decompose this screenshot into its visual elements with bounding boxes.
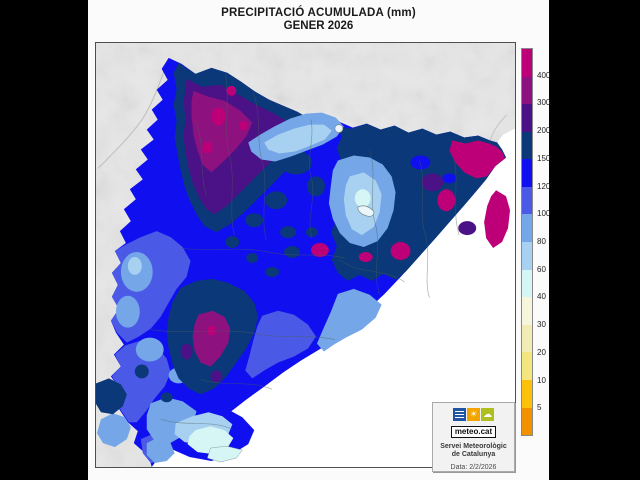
legend-tick-label: 100 bbox=[537, 209, 551, 219]
legend-labels: 400 300 200 150 120 100 80 60 40 30 20 10 5 bbox=[537, 48, 567, 436]
legend-tick-label: 20 bbox=[537, 347, 546, 357]
legend-tick-label: 40 bbox=[537, 292, 546, 302]
map-canvas bbox=[96, 43, 515, 467]
map-date: Data: 2/2/2026 bbox=[450, 464, 497, 471]
legend-tick-label: 150 bbox=[537, 153, 551, 163]
legend-cell bbox=[522, 49, 532, 77]
legend-tick-label: 5 bbox=[537, 403, 542, 413]
sun-icon: ☀ bbox=[467, 408, 480, 421]
legend-cell bbox=[522, 76, 532, 105]
title-line1: PRECIPITACIÓ ACUMULADA (mm) bbox=[221, 7, 416, 19]
legend-cell bbox=[522, 324, 532, 353]
reservoir bbox=[357, 205, 375, 217]
lake bbox=[334, 124, 344, 133]
legend-cell bbox=[522, 352, 532, 380]
sea bbox=[151, 128, 515, 467]
page: PRECIPITACIÓ ACUMULADA (mm) GENER 2026 bbox=[88, 0, 550, 480]
legend-tick-label: 60 bbox=[537, 264, 546, 274]
meteocat-logo: ☀ ☁ bbox=[433, 408, 514, 421]
organization-name: Servei Meteorològic de Catalunya bbox=[433, 443, 514, 459]
legend-cell bbox=[522, 379, 532, 408]
admin-borders bbox=[150, 73, 460, 430]
legend-cell bbox=[522, 297, 532, 325]
menu-bars-icon bbox=[453, 408, 466, 421]
legend-cell bbox=[522, 269, 532, 298]
precipitation-map bbox=[95, 42, 516, 468]
meteocat-logo-text: meteo.cat bbox=[450, 426, 497, 438]
legend-tick-label: 400 bbox=[537, 70, 551, 80]
title-line2: GENER 2026 bbox=[283, 20, 354, 32]
legend-tick-label: 30 bbox=[537, 320, 546, 330]
legend-tick-label: 300 bbox=[537, 98, 551, 108]
legend-cell bbox=[522, 242, 532, 270]
legend-cell bbox=[522, 131, 532, 160]
org-line1: Servei Meteorològic bbox=[440, 443, 507, 450]
legend-tick-label: 200 bbox=[537, 126, 551, 136]
legend-cell bbox=[522, 214, 532, 243]
branding-box: ☀ ☁ meteo.cat Servei Meteorològic de Cata… bbox=[432, 402, 515, 472]
legend-cell bbox=[522, 104, 532, 132]
org-line2: de Catalunya bbox=[451, 451, 496, 458]
legend-cell bbox=[522, 159, 532, 187]
legend-tick-label: 10 bbox=[537, 375, 546, 385]
legend-tick-label: 80 bbox=[537, 237, 546, 246]
legend-cell bbox=[522, 407, 532, 436]
legend-cell bbox=[522, 186, 532, 215]
cloud-icon: ☁ bbox=[481, 408, 494, 421]
legend-color-bar bbox=[521, 48, 533, 436]
map-title: PRECIPITACIÓ ACUMULADA (mm) GENER 2026 bbox=[88, 7, 549, 32]
legend-tick-label: 120 bbox=[537, 181, 551, 191]
